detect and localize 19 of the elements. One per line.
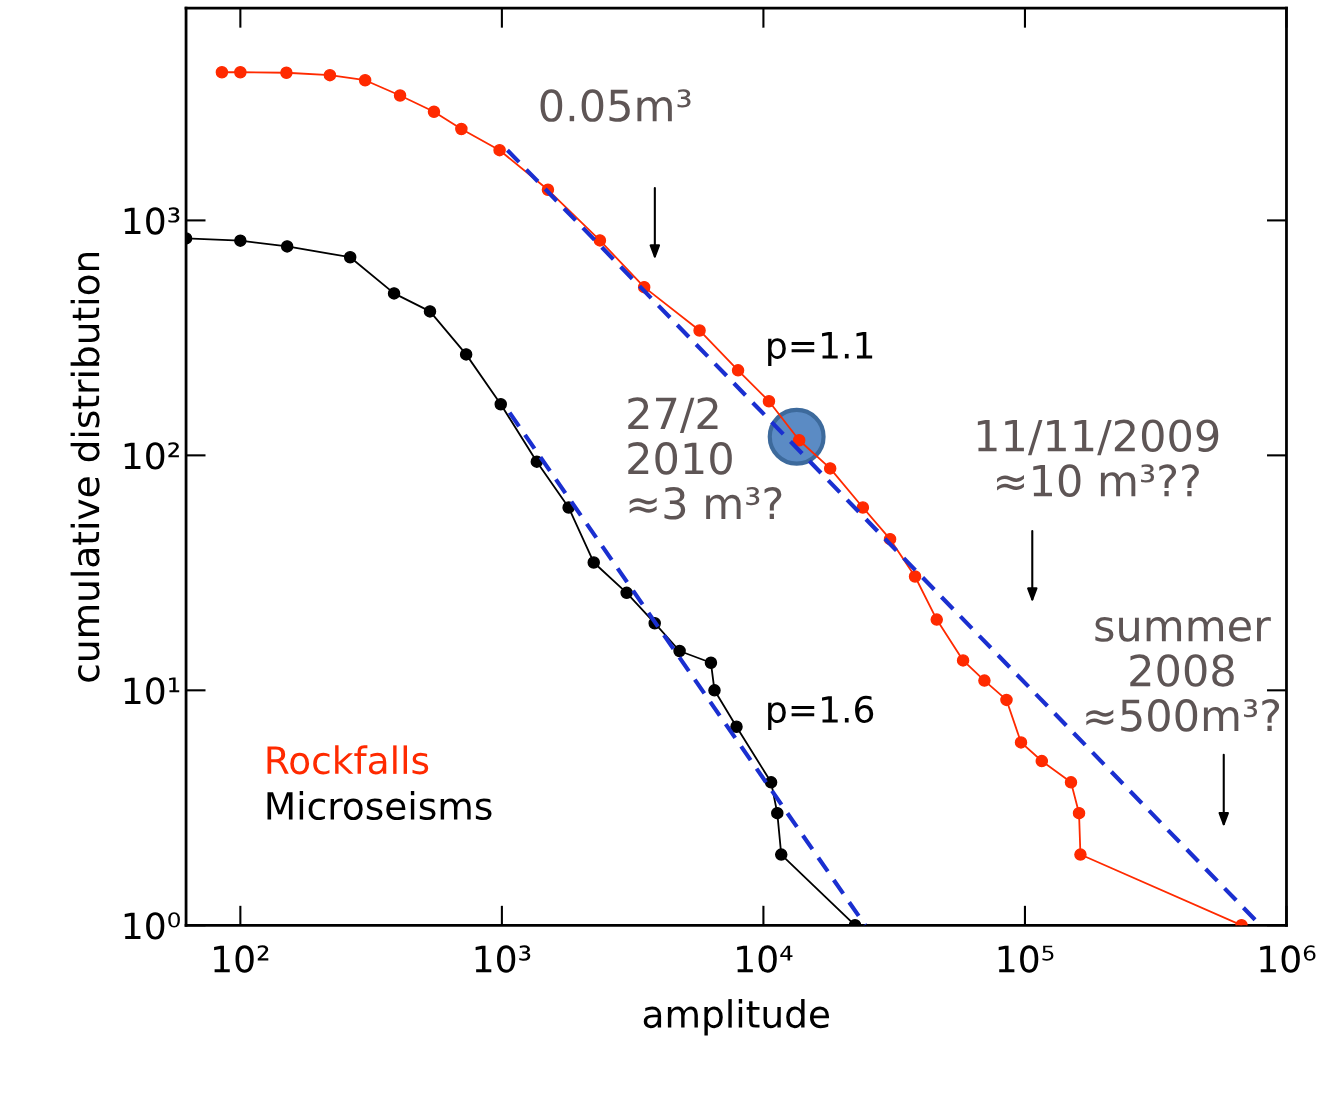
y-tick-label: 10²	[124, 442, 179, 470]
y-axis-title: cumulative distribution	[70, 252, 100, 682]
annotation: p=1.6	[768, 695, 874, 730]
annotation: 0.05m³	[540, 89, 691, 122]
annotation: 27/2 2010 ≈3 m³?	[628, 397, 782, 520]
y-tick-label: 10¹	[124, 677, 180, 705]
annotation: summer 2008 ≈500m³?	[1086, 617, 1280, 732]
x-tick-label: 10²	[214, 945, 269, 973]
x-tick-label: 10⁴	[737, 945, 793, 973]
x-axis-title: amplitude	[643, 999, 830, 1036]
y-tick-label: 10³	[124, 207, 180, 235]
annotation: 11/11/2009 ≈10 m³??	[977, 419, 1219, 497]
text: Rockfalls	[267, 745, 429, 775]
annotation: p=1.1	[768, 332, 873, 366]
y-tick-label: 10⁰	[124, 912, 180, 940]
x-tick-label: 10³	[475, 945, 531, 973]
text: Microseisms	[267, 791, 492, 821]
x-tick-label: 10⁶	[1260, 945, 1316, 973]
x-tick-label: 10⁵	[998, 945, 1054, 973]
